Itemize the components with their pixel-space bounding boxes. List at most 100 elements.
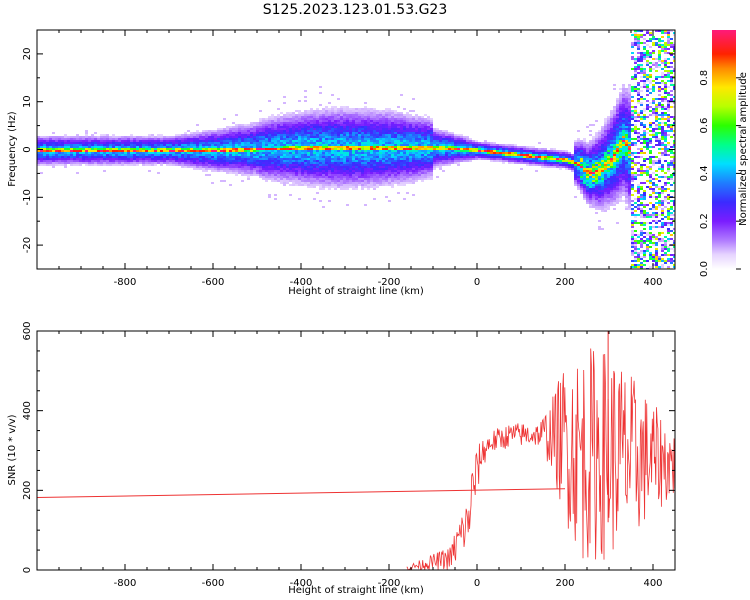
spectrogram-cell [283,138,286,140]
spectrogram-cell [577,138,580,140]
spectrogram-cell [259,158,262,160]
spectrogram-cell [379,122,382,124]
spectrogram-cell [421,146,424,148]
spectrogram-cell [598,204,601,206]
spectrogram-cell [256,124,259,126]
spectrogram-cell [361,188,364,190]
spectrogram-cell [583,154,586,156]
spectrogram-cell [229,146,232,148]
spectrogram-cell [364,148,367,150]
spectrogram-cell [364,126,367,128]
spectrogram-cell [301,142,304,144]
spectrogram-cell [394,140,397,142]
spectrogram-cell [580,168,583,170]
spectrogram-cell [610,158,613,160]
spectrogram-cell [334,168,337,170]
spectrogram-cell [97,140,100,142]
spectrogram-cell [181,160,184,162]
spectrogram-cell [439,136,442,138]
spectrogram-cell [415,126,418,128]
spectrogram-cell [361,168,364,170]
spectrogram-cell [256,138,259,140]
spectrogram-cell [613,130,616,132]
spectrogram-cell [607,170,610,172]
spectrogram-cell [385,182,388,184]
spectrogram-cell [181,162,184,164]
spectrogram-cell [421,158,424,160]
spectrogram-cell [367,132,370,134]
spectrogram-cell [61,146,64,148]
spectrogram-cell [517,154,520,156]
spectrogram-cell [262,126,265,128]
spectrogram-cell [355,146,358,148]
spectrogram-cell [151,150,154,152]
spectrogram-cell [448,152,451,154]
spectrogram-cell [613,134,616,136]
spectrogram-cell [556,150,559,152]
spectrogram-cell [325,148,328,150]
spectrogram-cell [322,118,325,120]
spectrogram-cell [79,142,82,144]
spectrogram-cell [508,156,511,158]
spectrogram-cell [358,108,361,110]
spectrogram-cell [289,148,292,150]
spectrogram-cell [355,150,358,152]
spectrogram-cell [379,164,382,166]
spectrogram-cell [430,178,433,180]
spectrogram-cell [493,144,496,146]
spectrogram-cell [616,196,619,198]
spectrogram-cell [268,128,271,130]
spectrogram-cell [277,140,280,142]
spectrogram-cell [196,152,199,154]
spectrogram-cell [598,200,601,202]
spectrogram-cell [403,178,406,180]
spectrogram-cell [310,186,313,188]
spectrogram-cell [628,196,631,198]
spectrogram-cell [622,160,625,162]
spectrogram-cell [223,118,226,120]
spectrogram-cell [391,112,394,114]
spectrogram-cell [121,150,124,152]
spectrogram-cell [343,154,346,156]
spectrogram-cell [376,172,379,174]
spectrogram-cell [265,156,268,158]
spectrogram-cell [337,128,340,130]
spectrogram-cell [331,120,334,122]
spectrogram-cell [43,154,46,156]
spectrogram-cell [214,164,217,166]
spectrogram-cell [589,158,592,160]
spectrogram-cell [613,196,616,198]
spectrogram-cell [316,150,319,152]
spectrogram-cell [310,128,313,130]
spectrogram-cell [583,148,586,150]
spectrogram-cell [292,160,295,162]
spectrogram-cell [493,154,496,156]
spectrogram-cell [253,126,256,128]
spectrogram-cell [535,162,538,164]
spectrogram-cell [520,160,523,162]
spectrogram-cell [289,114,292,116]
spectrogram-cell [61,150,64,152]
spectrogram-cell [631,180,634,182]
spectrogram-cell [262,172,265,174]
spectrogram-cell [76,152,79,154]
spectrogram-cell [442,142,445,144]
spectrogram-cell [400,124,403,126]
spectrogram-cell [160,144,163,146]
spectrogram-cell [151,162,154,164]
spectrogram-cell [454,146,457,148]
spectrogram-cell [202,150,205,152]
spectrogram-cell [604,180,607,182]
spectrogram-cell [607,140,610,142]
spectrogram-cell [193,166,196,168]
spectrogram-cell [418,160,421,162]
spectrogram-cell [115,158,118,160]
spectrogram-cell [379,170,382,172]
spectrogram-cell [613,88,616,90]
spectrogram-cell [145,162,148,164]
spectrogram-cell [376,166,379,168]
spectrogram-cell [514,156,517,158]
spectrogram-cell [577,146,580,148]
spectrogram-cell [262,134,265,136]
spectrogram-cell [295,128,298,130]
